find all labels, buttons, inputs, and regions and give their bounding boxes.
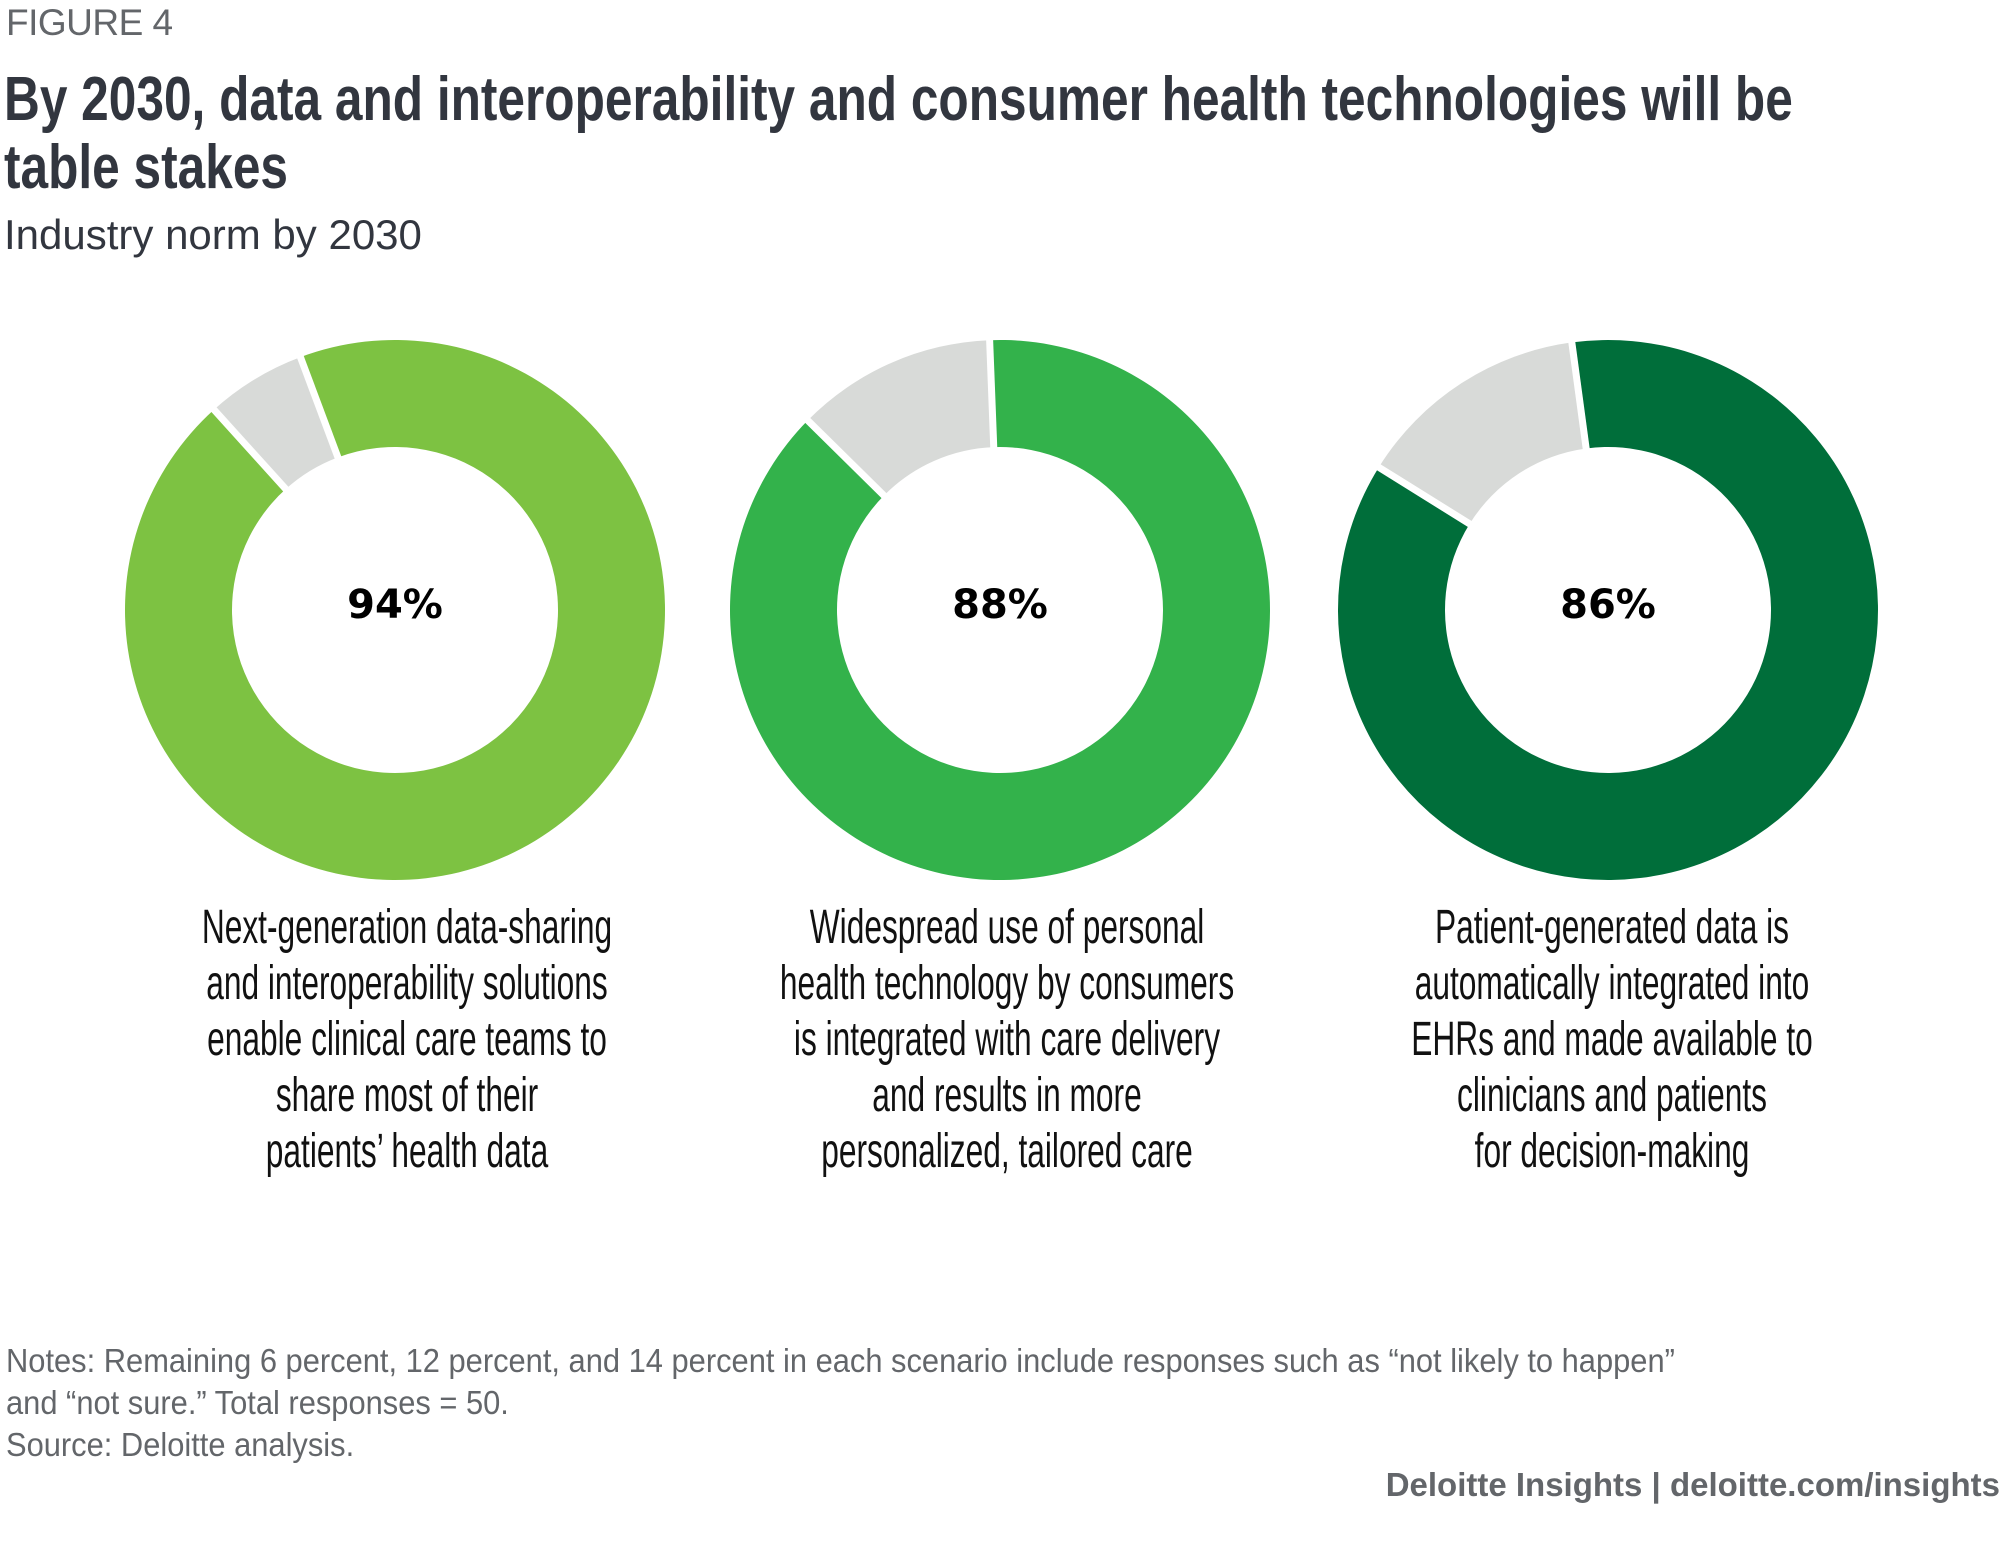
donut-description-data-sharing: Next-generation data-sharing and interop… [57,900,757,1180]
chart-title-line-2: table stakes [4,133,288,202]
donut-value-label: 88% [952,582,1048,628]
donut-chart-patient-generated-data: 86% [1337,338,1878,881]
donut-segment-remaining [807,340,994,496]
description-line: Patient-generated data is [1434,901,1790,954]
donut-segment-remaining [213,357,338,490]
donut-segment-value [1337,340,1878,881]
source-line: Source: Deloitte analysis. [6,1426,355,1463]
description-line: Widespread use of personal [809,901,1205,954]
description-line: for decision-making [1474,1125,1750,1178]
donut-segment-separator [1567,338,1591,453]
donut-value-label: 94% [347,582,443,628]
donut-segment-value [125,340,666,881]
donut-segment-separator [295,352,343,463]
description-line: clinicians and patients [1457,1069,1767,1122]
donut-description-personal-health-tech: Widespread use of personal health techno… [657,900,1357,1180]
description-line: personalized, tailored care [821,1125,1193,1178]
description-line: and results in more [872,1069,1142,1122]
figure-label: FIGURE 4 [6,2,173,43]
donut-chart-personal-health-tech: 88% [730,336,1270,880]
description-line: health technology by consumers [779,957,1235,1010]
chart-title-line-1: By 2030, data and interoperability and c… [4,65,1793,134]
footer-credit: Deloitte Insights | deloitte.com/insight… [1385,1466,2000,1503]
donut-segment-separator [802,415,890,501]
description-line: is integrated with care delivery [793,1013,1221,1066]
donut-description-patient-generated-data: Patient-generated data is automatically … [1262,900,1962,1180]
description-line: EHRs and made available to [1411,1013,1813,1066]
chart-title: By 2030, data and interoperability and c… [4,66,2000,202]
notes-line: Notes: Remaining 6 percent, 12 percent, … [6,1342,1675,1379]
description-line: enable clinical care teams to [207,1013,607,1066]
donut-segment-value [730,340,1270,880]
description-line: and interoperability solutions [206,957,608,1010]
donut-chart-data-sharing: 94% [125,340,666,881]
donut-segment-separator [985,336,998,452]
description-line: Next-generation data-sharing [201,901,613,954]
description-line: patients’ health data [265,1125,549,1178]
donut-segment-separator [208,404,291,495]
donut-value-label: 86% [1560,582,1656,628]
donut-segment-remaining [1378,342,1587,524]
chart-notes: Notes: Remaining 6 percent, 12 percent, … [6,1340,1791,1466]
description-line: share most of their [275,1069,539,1122]
notes-line: and “not sure.” Total responses = 50. [6,1384,509,1421]
chart-subtitle: Industry norm by 2030 [4,211,422,258]
donut-segment-separator [1373,462,1475,529]
description-line: automatically integrated into [1414,957,1810,1010]
